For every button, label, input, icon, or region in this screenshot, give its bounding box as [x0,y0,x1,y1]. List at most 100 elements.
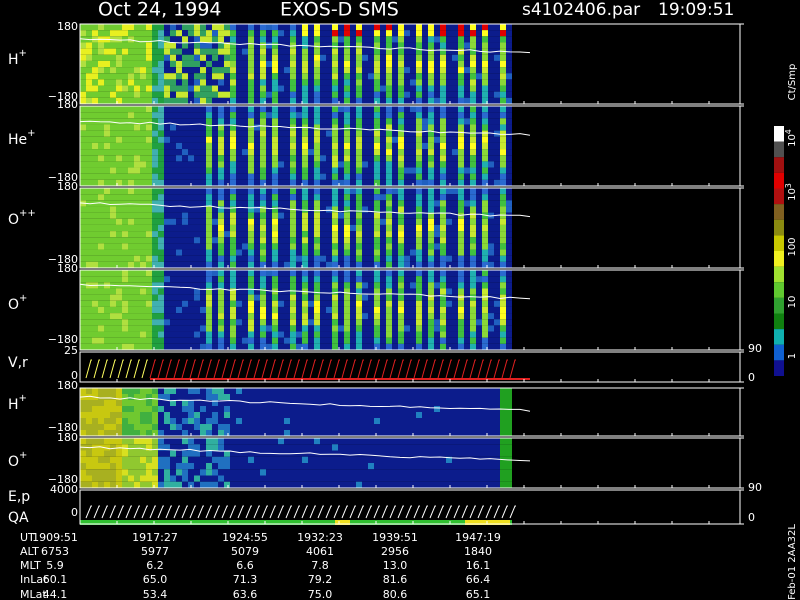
spectrogram-cell [296,300,302,307]
spectrogram-cell [326,136,332,143]
spectrogram-cell [122,212,128,219]
spectrogram-cell [446,155,452,162]
spectrogram-cell [470,136,476,143]
spectrogram-cell [140,481,146,488]
spectrogram-cell [482,142,488,150]
spectrogram-cell [446,270,452,277]
spectrogram-cell [80,481,86,488]
spectrogram-cell [254,243,260,250]
spectrogram-cell [428,118,434,125]
spectrogram-cell [440,325,446,332]
spectrogram-cell [434,343,440,350]
spectrogram-cell [404,313,410,320]
spectrogram-cell [86,97,92,104]
spectrogram-cell [206,282,212,289]
spectrogram-cell [404,48,410,55]
spectrogram-cell [446,469,452,476]
spectrogram-cell [458,481,464,488]
spectrogram-cell [326,319,332,326]
spectrogram-cell [254,79,260,86]
spectrogram-cell [128,276,134,283]
spectrogram-cell [206,218,212,225]
spectrogram-cell [482,24,488,31]
spectrogram-cell [122,73,128,80]
spectrogram-cell [200,438,206,445]
spectrogram-cell [308,300,314,307]
spectrogram-cell [194,255,200,262]
spectrogram-cell [392,430,398,436]
spectrogram-cell [236,36,242,43]
spectrogram-cell [218,331,224,338]
spectrogram-cell [476,91,482,98]
spectrogram-cell [374,97,380,104]
spectrogram-cell [368,276,374,283]
spectrogram-cell [170,112,176,119]
spectrogram-cell [452,200,458,207]
spectrogram-cell [392,224,398,232]
spectrogram-cell [350,469,356,476]
spectrogram-cell [428,438,434,445]
spectrogram-cell [452,67,458,74]
spectrogram-cell [380,406,386,412]
spectrogram-cell [224,73,230,80]
spectrogram-cell [116,237,122,244]
spectrogram-cell [206,418,212,424]
spectrogram-cell [164,130,170,137]
spectrogram-cell [266,418,272,424]
spectrogram-cell [194,188,200,195]
spectrogram-cell [194,224,200,232]
spectrogram-cell [116,288,122,295]
spectrogram-cell [302,142,308,150]
spectrogram-cell [302,67,308,74]
spectrogram-cell [350,475,356,482]
spectrogram-cell [404,255,410,262]
spectrogram-cell [98,294,104,301]
spectrogram-cell [308,456,314,463]
spectrogram-cell [158,406,164,412]
spectrogram-cell [200,149,206,156]
spectrogram-cell [80,54,86,61]
spectrogram-cell [374,325,380,332]
spectrogram-cell [296,60,302,68]
spectrogram-cell [326,270,332,277]
spectrogram-cell [254,106,260,113]
spectrogram-cell [356,48,362,55]
spectrogram-cell [278,388,284,394]
spectrogram-cell [266,430,272,436]
spectrogram-cell [464,142,470,150]
spectrogram-cell [128,212,134,219]
spectrogram-cell [278,306,284,314]
spectrogram-cell [278,42,284,49]
spectrogram-cell [218,30,224,37]
spectrogram-cell [188,224,194,232]
spectrogram-cell [230,270,236,277]
spectrogram-cell [338,179,344,186]
spectrogram-cell [296,118,302,125]
spectrogram-cell [374,406,380,412]
spectrogram-cell [206,412,212,418]
spectrogram-cell [158,237,164,244]
spectrogram-cell [404,136,410,143]
spectrogram-cell [398,179,404,186]
spectrogram-cell [98,288,104,295]
spectrogram-cell [482,200,488,207]
spectrogram-cell [110,388,116,394]
spectrogram-cell [224,475,230,482]
spectrogram-cell [146,430,152,436]
spectrogram-cell [104,400,110,406]
spectrogram-cell [290,270,296,277]
spectrogram-cell [116,136,122,143]
spectrogram-cell [350,206,356,213]
spectrogram-cell [278,206,284,213]
spectrogram-cell [362,97,368,104]
spectrogram-cell [278,124,284,131]
spectrogram-cell [386,30,392,37]
spectrogram-cell [482,456,488,463]
spectrogram-cell [290,481,296,488]
spectrogram-cell [500,36,506,43]
spectrogram-cell [440,54,446,61]
spectrogram-cell [320,306,326,314]
spectrogram-cell [350,60,356,68]
spectrogram-cell [134,288,140,295]
spectrogram-cell [170,475,176,482]
